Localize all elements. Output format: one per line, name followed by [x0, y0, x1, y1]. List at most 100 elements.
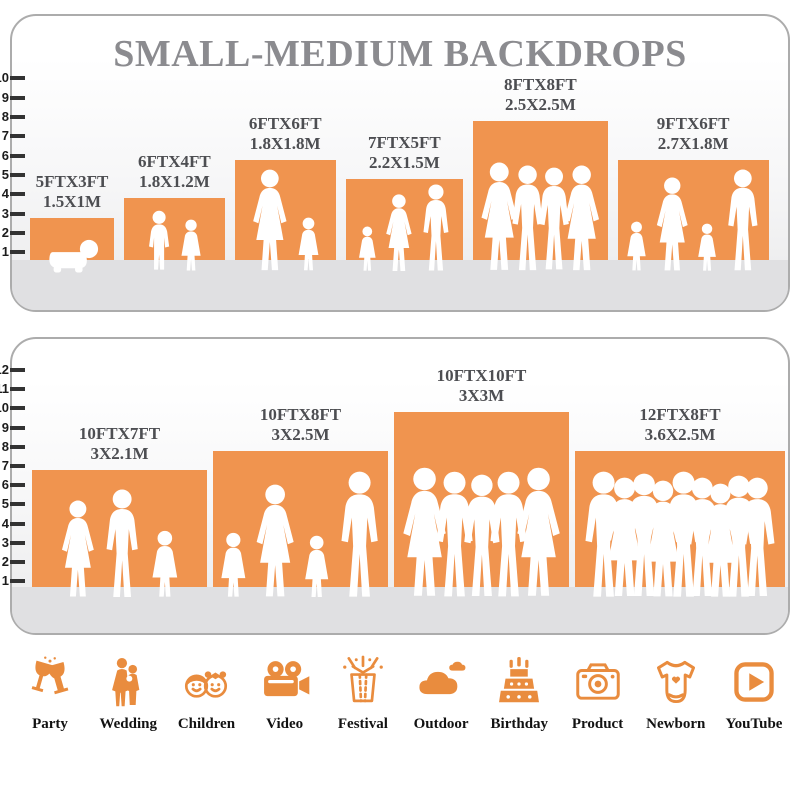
bar-group-9ftx6ft: 9FTX6FT 2.7X1.8M [617, 113, 769, 271]
backdrop-bar [473, 121, 608, 270]
bar-size-ft: 9FTX6FT [656, 113, 730, 133]
axis-tick-label: 10 [0, 70, 9, 86]
axis-tick-label: 4 [1, 186, 9, 202]
axis-tick-label: 5 [1, 166, 9, 182]
axis-tick-label: 3 [1, 534, 9, 550]
category-label: Party [32, 716, 68, 732]
girl-silhouette [305, 535, 329, 597]
axis-tick-label: 4 [1, 515, 9, 531]
axis-tick-label: 1 [1, 573, 9, 589]
page-title: SMALL-MEDIUM BACKDROPS [113, 33, 687, 75]
girl-silhouette [359, 226, 376, 271]
category-newborn: Newborn [642, 655, 710, 733]
people-silhouettes [575, 471, 785, 601]
category-label: Newborn [646, 716, 706, 732]
bar-size-ft: 6FTX4FT [138, 152, 211, 172]
girl-silhouette [152, 530, 177, 597]
birthday-icon [499, 657, 540, 703]
bar-group-5ftx3ft: 5FTX3FT 1.5X1M [30, 172, 114, 273]
bar-group-10ftx7ft: 10FTX7FT 3X2.1M [32, 424, 207, 597]
outdoor-icon [419, 661, 466, 695]
bar-label: 5FTX3FT 1.5X1M [36, 172, 109, 212]
axis-tick-label: 9 [1, 419, 9, 435]
bar-size-ft: 6FTX6FT [248, 113, 322, 133]
bar-size-ft: 8FTX8FT [504, 75, 577, 94]
youtube-icon [734, 662, 774, 702]
backdrop-bar [345, 178, 464, 271]
video-icon [263, 661, 309, 697]
woman-silhouette [256, 484, 294, 597]
man-silhouette [512, 165, 544, 270]
axis-tick [10, 76, 25, 81]
axis-tick-label: 2 [1, 553, 9, 569]
woman-silhouette [517, 467, 560, 596]
axis-tick-label: 8 [1, 109, 9, 124]
bar-group-6ftx6ft: 6FTX6FT 1.8X1.8M [234, 114, 336, 271]
axis-tick [10, 387, 25, 392]
axis-tick [10, 250, 25, 255]
category-video: Video [251, 655, 319, 733]
bar-size-m: 1.5X1M [42, 191, 102, 211]
man-silhouette [490, 471, 527, 597]
bars-row: 5FTX3FT 1.5X1M 6FTX4FT 1.8X1.2M 6FTX6FT 1.8X1… [30, 75, 769, 273]
backdrop-bar [124, 198, 225, 271]
axis-tick [10, 230, 25, 235]
bar-label: 7FTX5FT 2.2X1.5M [368, 133, 441, 173]
bar-size-m: 3X2.5M [271, 424, 330, 444]
children-icon [185, 671, 228, 698]
bar-label: 10FTX10FT 3X3M [437, 366, 527, 406]
bar-label: 12FTX8FT 3.6X2.5M [639, 405, 720, 445]
man-silhouette [728, 169, 758, 270]
axis-tick [10, 444, 25, 449]
man-silhouette [463, 474, 500, 597]
man-silhouette [106, 489, 139, 597]
axis-tick [10, 425, 25, 430]
category-children: Children [172, 655, 240, 733]
category-label: Children [177, 716, 236, 732]
small-backdrops-chart-panel: SMALL-MEDIUM BACKDROPS 5FTX3FT 1.5X1M 6FTX… [0, 14, 790, 312]
bar-label: 6FTX6FT 1.8X1.8M [249, 114, 322, 154]
axis-tick [10, 95, 25, 100]
bars-row: 10FTX7FT 3X2.1M 10FTX8FT 3X2.5M 10FTX10FT 3X3… [32, 366, 785, 597]
floor-strip [12, 260, 788, 310]
bar-size-m: 1.8X1.2M [138, 172, 210, 192]
bar-size-m: 2.2X1.5M [368, 152, 440, 172]
axis-tick [10, 134, 25, 139]
axis-tick-label: 6 [1, 147, 9, 163]
bar-size-ft: 5FTX3FT [35, 171, 109, 191]
axis-tick [10, 211, 25, 216]
category-label: Outdoor [413, 716, 469, 732]
baby-silhouette [49, 240, 99, 273]
axis-tick-label: 5 [1, 496, 9, 512]
bar-group-8ftx8ft: 8FTX8FT 2.5X2.5M [473, 75, 608, 270]
wedding-icon [112, 657, 140, 707]
category-wedding: Wedding [94, 655, 162, 733]
people-silhouettes [394, 467, 569, 600]
people-silhouettes [473, 162, 607, 273]
axis-tick [10, 521, 25, 526]
people-silhouettes [30, 238, 114, 273]
axis-tick-label: 11 [0, 381, 9, 397]
bar-label: 10FTX7FT 3X2.1M [79, 424, 160, 464]
bar-group-10ftx10ft: 10FTX10FT 3X3M [394, 366, 569, 597]
bar-size-ft: 7FTX5FT [368, 132, 441, 152]
bar-size-m: 3X3M [458, 386, 505, 406]
axis-tick [10, 367, 25, 372]
girl-silhouette [181, 219, 202, 271]
axis-tick-label: 9 [1, 89, 9, 105]
bar-group-7ftx5ft: 7FTX5FT 2.2X1.5M [345, 133, 464, 271]
backdrop-bar [575, 450, 785, 597]
people-silhouettes [618, 169, 769, 273]
axis-tick-label: 7 [1, 457, 9, 473]
category-label: Festival [337, 716, 388, 732]
axis-tick [10, 153, 25, 158]
people-silhouettes [346, 184, 464, 273]
bar-group-10ftx8ft: 10FTX8FT 3X2.5M [213, 405, 388, 597]
axis-tick [10, 192, 25, 197]
bar-size-ft: 10FTX7FT [78, 423, 161, 443]
bar-size-m: 2.5X2.5M [504, 95, 576, 114]
backdrop-bar [234, 159, 336, 271]
large-backdrops-chart-panel: 10FTX7FT 3X2.1M 10FTX8FT 3X2.5M 10FTX10FT 3X3… [0, 337, 790, 635]
man-silhouette [423, 184, 449, 271]
category-icons-row: Party Wedding Children Video Festival Outdoor… [0, 655, 800, 733]
